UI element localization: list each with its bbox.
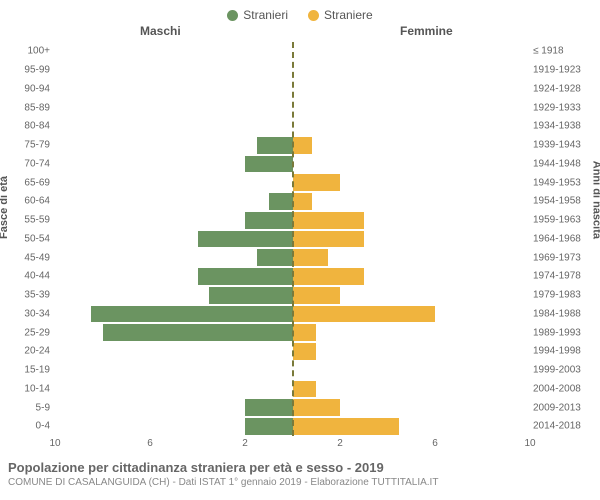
birth-year-label: 1919-1923	[533, 65, 598, 76]
bar-female	[293, 249, 329, 266]
age-label: 80-84	[5, 121, 50, 132]
age-label: 90-94	[5, 83, 50, 94]
bar-female	[293, 399, 341, 416]
x-tick-label: 2	[242, 438, 248, 449]
footer-subtitle: COMUNE DI CASALANGUIDA (CH) - Dati ISTAT…	[8, 477, 592, 488]
age-label: 65-69	[5, 177, 50, 188]
age-label: 0-4	[5, 421, 50, 432]
birth-year-label: 2009-2013	[533, 402, 598, 413]
bar-male	[245, 399, 293, 416]
legend-swatch-male	[227, 10, 238, 21]
bar-female	[293, 137, 312, 154]
bar-female	[293, 381, 317, 398]
birth-year-label: 1934-1938	[533, 121, 598, 132]
bar-male	[257, 249, 293, 266]
birth-year-label: 1924-1928	[533, 83, 598, 94]
birth-year-label: 1984-1988	[533, 308, 598, 319]
bar-female	[293, 287, 341, 304]
birth-year-label: 2014-2018	[533, 421, 598, 432]
birth-year-label: 1969-1973	[533, 252, 598, 263]
legend-swatch-female	[308, 10, 319, 21]
legend-label-female: Straniere	[324, 8, 373, 22]
birth-year-label: 1999-2003	[533, 365, 598, 376]
birth-year-label: ≤ 1918	[533, 46, 598, 57]
age-label: 50-54	[5, 233, 50, 244]
bar-female	[293, 193, 312, 210]
age-label: 40-44	[5, 271, 50, 282]
bar-male	[245, 156, 293, 173]
age-label: 25-29	[5, 327, 50, 338]
footer-title: Popolazione per cittadinanza straniera p…	[8, 460, 592, 475]
x-tick-label: 6	[432, 438, 438, 449]
birth-year-label: 1949-1953	[533, 177, 598, 188]
plot-area: Fasce di età Anni di nascita 100+≤ 19189…	[0, 42, 600, 436]
population-pyramid-chart: Stranieri Straniere Maschi Femmine Fasce…	[0, 0, 600, 500]
x-tick-label: 10	[524, 438, 535, 449]
x-axis: 10 6 2 2 6 10	[0, 436, 600, 454]
age-label: 35-39	[5, 290, 50, 301]
bar-female	[293, 231, 364, 248]
legend-label-male: Stranieri	[243, 8, 288, 22]
x-axis-ticks: 10622610	[55, 436, 530, 454]
age-label: 10-14	[5, 383, 50, 394]
bar-male	[245, 212, 293, 229]
x-tick-label: 6	[147, 438, 153, 449]
x-tick-label: 2	[337, 438, 343, 449]
legend-item-male: Stranieri	[227, 6, 288, 24]
legend: Stranieri Straniere	[0, 0, 600, 24]
age-label: 100+	[5, 46, 50, 57]
age-label: 70-74	[5, 158, 50, 169]
age-label: 5-9	[5, 402, 50, 413]
birth-year-label: 2004-2008	[533, 383, 598, 394]
age-label: 15-19	[5, 365, 50, 376]
center-divider	[292, 42, 294, 436]
birth-year-label: 1994-1998	[533, 346, 598, 357]
bar-male	[209, 287, 292, 304]
rows-container: 100+≤ 191895-991919-192390-941924-192885…	[55, 42, 530, 436]
age-label: 95-99	[5, 65, 50, 76]
column-title-male: Maschi	[140, 24, 181, 38]
birth-year-label: 1954-1958	[533, 196, 598, 207]
bar-male	[245, 418, 293, 435]
bar-male	[198, 268, 293, 285]
age-label: 75-79	[5, 140, 50, 151]
chart-footer: Popolazione per cittadinanza straniera p…	[0, 454, 600, 488]
bar-female	[293, 174, 341, 191]
bar-female	[293, 212, 364, 229]
age-label: 20-24	[5, 346, 50, 357]
column-title-female: Femmine	[400, 24, 453, 38]
age-label: 45-49	[5, 252, 50, 263]
birth-year-label: 1974-1978	[533, 271, 598, 282]
birth-year-label: 1959-1963	[533, 215, 598, 226]
birth-year-label: 1944-1948	[533, 158, 598, 169]
birth-year-label: 1964-1968	[533, 233, 598, 244]
age-label: 85-89	[5, 102, 50, 113]
legend-item-female: Straniere	[308, 6, 373, 24]
birth-year-label: 1939-1943	[533, 140, 598, 151]
age-label: 55-59	[5, 215, 50, 226]
bar-male	[91, 306, 293, 323]
birth-year-label: 1929-1933	[533, 102, 598, 113]
bar-male	[269, 193, 293, 210]
x-tick-label: 10	[49, 438, 60, 449]
bar-female	[293, 306, 436, 323]
age-label: 60-64	[5, 196, 50, 207]
birth-year-label: 1989-1993	[533, 327, 598, 338]
column-titles: Maschi Femmine	[0, 24, 600, 42]
bar-female	[293, 418, 400, 435]
bar-female	[293, 343, 317, 360]
bar-male	[103, 324, 293, 341]
bar-male	[198, 231, 293, 248]
birth-year-label: 1979-1983	[533, 290, 598, 301]
age-label: 30-34	[5, 308, 50, 319]
bar-female	[293, 268, 364, 285]
bar-female	[293, 324, 317, 341]
bar-male	[257, 137, 293, 154]
